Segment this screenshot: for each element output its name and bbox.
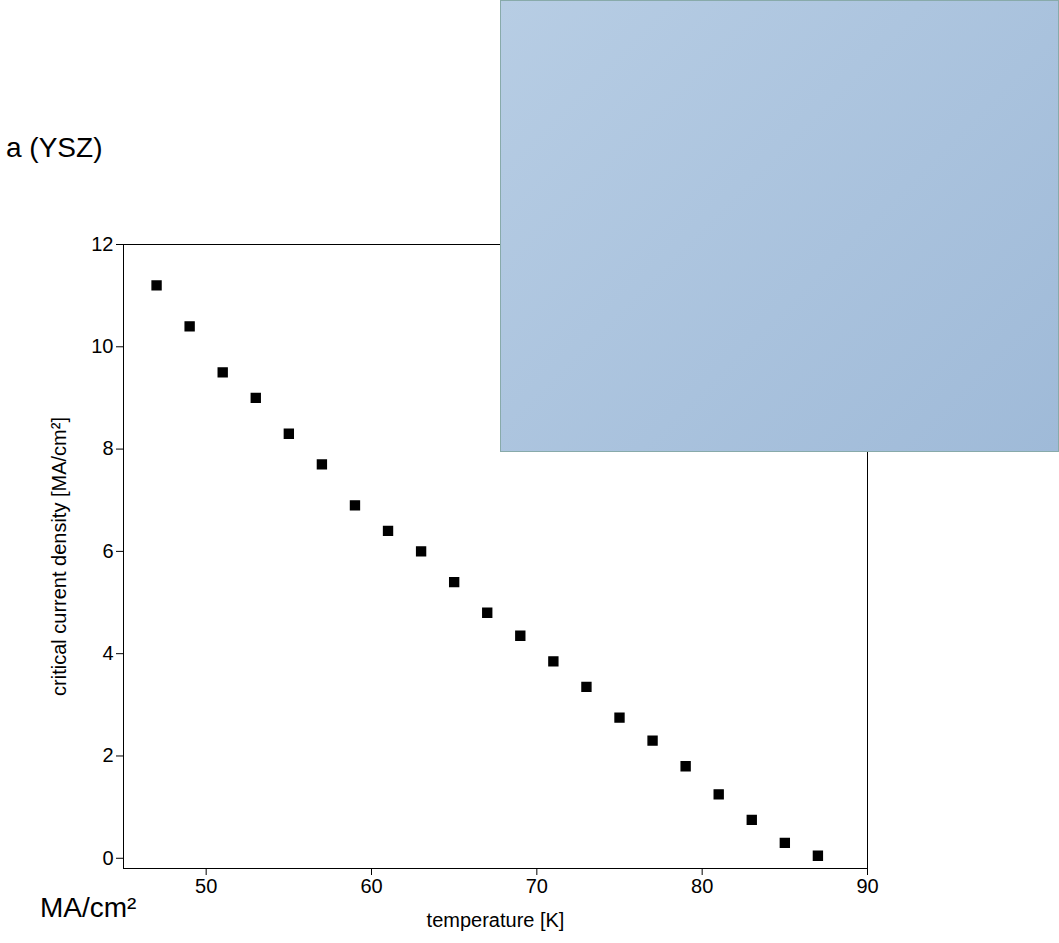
svg-text:8: 8 bbox=[102, 437, 113, 459]
html-text:MA/cm²: MA/cm² bbox=[40, 892, 137, 923]
svg-text:10: 10 bbox=[91, 335, 113, 357]
svg-text:temperature [K]: temperature [K] bbox=[427, 909, 565, 931]
svg-text:4: 4 bbox=[102, 642, 113, 664]
html-text:a (YSZ): a (YSZ) bbox=[6, 132, 103, 163]
svg-text:60: 60 bbox=[360, 875, 382, 897]
svg-text:2: 2 bbox=[102, 744, 113, 766]
svg-text:70: 70 bbox=[526, 875, 548, 897]
svg-text:0: 0 bbox=[102, 847, 113, 869]
svg-text:6: 6 bbox=[102, 540, 113, 562]
svg-text:90: 90 bbox=[856, 875, 878, 897]
svg-text:80: 80 bbox=[691, 875, 713, 897]
svg-text:50: 50 bbox=[195, 875, 217, 897]
svg-text:12: 12 bbox=[91, 233, 113, 255]
svg-text:critical current density [MA/c: critical current density [MA/cm²] bbox=[48, 417, 70, 696]
